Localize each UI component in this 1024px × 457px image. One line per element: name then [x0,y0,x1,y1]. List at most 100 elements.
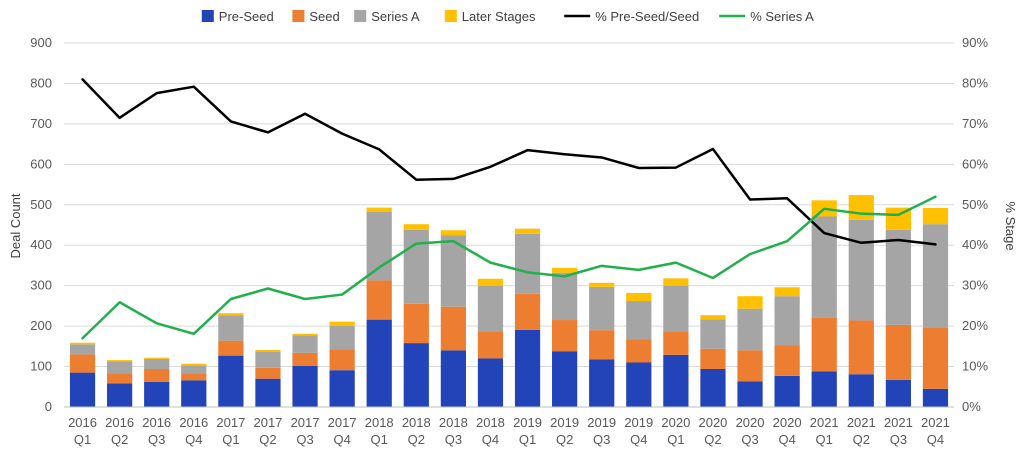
bar-series-a [700,319,726,349]
bar-pre-seed [737,381,763,407]
line--pre-seed-seed [81,78,937,246]
bar-seed [589,330,615,360]
bar-series-a [848,219,874,321]
x-axis: 2016 Q1 2016 Q2 2016 Q3 2016 Q4 2017 Q1 2017 Q2 2017… [64,406,954,447]
bar-later-stages [440,230,466,236]
bar-pre-seed [552,351,578,407]
bar-seed [329,349,355,371]
bar-seed [292,352,318,366]
x-tick-label-year: 2019 [513,415,542,430]
y-tick-label: 900 [30,35,52,50]
bar-pre-seed [329,370,355,407]
bar-later-stages [403,224,429,230]
y2-tick-label: 80% [962,75,988,90]
bar-pre-seed [477,358,504,407]
bar-later-stages [218,313,244,316]
legend-label-later-stages: Later Stages [462,9,536,24]
legend-label-seed: Seed [309,9,339,24]
bar-seed [626,339,652,363]
bar-pre-seed [440,350,466,407]
x-tick-label-year: 2016 [68,415,97,430]
bar-seed [107,373,133,384]
x-tick-label-quarter: Q1 [371,432,388,447]
bar-series-a [292,335,318,353]
x-tick-label-quarter: Q3 [148,432,165,447]
x-tick-label-quarter: Q4 [630,432,647,447]
bar-series-a [663,285,689,332]
x-tick-label-year: 2018 [439,415,468,430]
x-tick-label-year: 2017 [216,415,245,430]
bar-series-a [255,351,281,368]
y2-tick-label: 40% [962,237,988,252]
legend-label-series-a: Series A [371,9,420,24]
x-tick-label-quarter: Q2 [853,432,870,447]
legend-swatch-later-stages [444,10,457,22]
legend-label--series-a: % Series A [750,9,814,24]
bar-series-a [107,361,133,374]
x-tick-label-quarter: Q1 [222,432,239,447]
x-tick-label-year: 2020 [773,415,802,430]
bar-series-a [589,286,615,331]
x-tick-label-quarter: Q3 [296,432,313,447]
x-tick-label-quarter: Q3 [890,432,907,447]
legend-swatch-pre-seed [201,10,214,22]
bar-pre-seed [589,359,615,407]
bar-seed [440,306,466,351]
x-tick-label-quarter: Q3 [741,432,758,447]
x-tick-label-year: 2017 [291,415,320,430]
x-tick-label-quarter: Q3 [593,432,610,447]
x-tick-label-year: 2019 [624,415,653,430]
bar-pre-seed [403,343,429,407]
bar-pre-seed [848,374,874,407]
x-tick-label-year: 2020 [661,415,690,430]
x-tick-label-quarter: Q2 [408,432,425,447]
bar-series-a [922,224,949,328]
y-tick-label: 700 [30,116,52,131]
bar-series-a [144,358,170,369]
bar-seed [366,280,392,320]
x-tick-label-quarter: Q4 [185,432,202,447]
bar-pre-seed [255,378,281,407]
bar-later-stages [589,282,615,287]
y2-tick-label: 20% [962,318,988,333]
bar-later-stages [144,357,170,359]
bar-series-a [366,211,392,281]
x-tick-label-year: 2018 [402,415,431,430]
x-tick-label-year: 2016 [179,415,208,430]
y2-tick-label: 10% [962,359,988,374]
y-tick-label: 600 [30,156,52,171]
bar-series-a [885,229,911,325]
x-tick-label-quarter: Q1 [519,432,536,447]
x-tick-label-quarter: Q2 [111,432,128,447]
bar-pre-seed [218,355,244,407]
bar-seed [403,303,429,344]
y-tick-label: 300 [30,278,52,293]
bar-later-stages [626,292,652,302]
legend-label-pre-seed: Pre-Seed [219,9,274,24]
bar-seed [552,320,578,352]
y-tick-label: 100 [30,359,52,374]
y2-tick-label: 30% [962,278,988,293]
y-axis-title-right: % Stage [1003,201,1018,250]
bar-pre-seed [69,372,96,407]
y2-tick-label: 90% [962,35,988,50]
x-tick-label-year: 2021 [847,415,876,430]
bar-series-a [69,344,96,355]
legend-label--pre-seed-seed: % Pre-Seed/Seed [595,9,699,24]
x-tick-label-year: 2017 [328,415,357,430]
bar-pre-seed [626,362,652,407]
bar-later-stages [552,267,578,273]
bar-later-stages [255,349,281,352]
line--series-a [81,195,937,340]
x-tick-label-year: 2021 [921,415,950,430]
bar-later-stages [477,278,504,286]
bar-later-stages [922,208,949,225]
x-tick-label-quarter: Q1 [816,432,833,447]
bar-later-stages [848,195,874,220]
x-tick-label-year: 2018 [365,415,394,430]
legend-swatch-series-a [354,10,367,22]
bar-pre-seed [811,371,837,407]
bar-later-stages [107,360,133,362]
